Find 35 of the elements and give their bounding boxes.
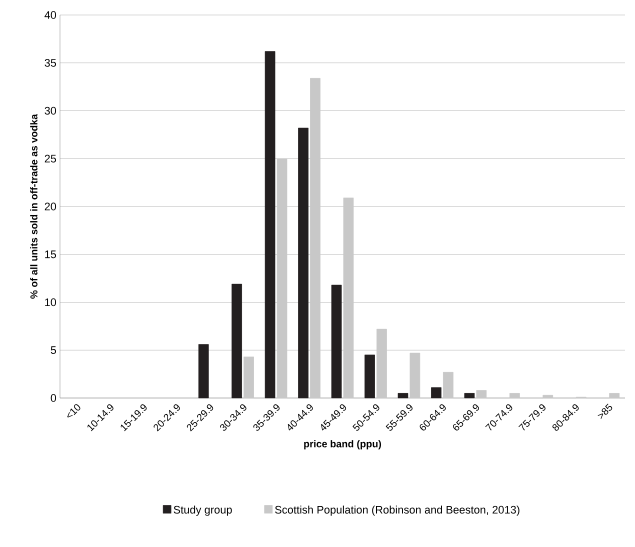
bar	[232, 284, 242, 398]
y-tick-label: 10	[45, 298, 56, 306]
y-tick-label: 25	[44, 154, 56, 163]
y-tick-label: 0	[50, 394, 56, 402]
bar	[244, 356, 254, 398]
bar	[310, 78, 320, 398]
legend-label: Scottish Population (Robinson and Beeston, 2013)	[275, 506, 520, 516]
x-tick-label: <10	[67, 404, 80, 418]
bar	[410, 352, 420, 398]
bar	[509, 393, 520, 398]
bar	[431, 387, 442, 398]
y-tick-label: 40	[44, 11, 56, 19]
y-tick-label: 35	[44, 59, 56, 67]
x-axis-title: price band (ppu)	[304, 440, 382, 450]
bar	[542, 394, 554, 398]
y-tick-label: 20	[44, 202, 56, 210]
bar	[343, 198, 354, 398]
legend-label: Study group	[174, 506, 232, 516]
bar	[464, 393, 475, 398]
bar	[609, 393, 620, 398]
bar	[331, 284, 342, 398]
bar	[443, 372, 454, 398]
bar	[264, 51, 276, 398]
bar	[364, 354, 375, 398]
y-tick-label: 5	[50, 346, 56, 354]
bar	[398, 393, 408, 398]
y-tick-label: 15	[45, 250, 56, 258]
bar	[476, 390, 487, 398]
y-tick-label: 30	[44, 106, 56, 115]
bar	[376, 328, 387, 398]
bar	[198, 344, 209, 398]
bar	[298, 128, 308, 398]
bar	[276, 158, 288, 398]
y-axis-title: % of all units sold in off-trade as vodka	[30, 114, 38, 299]
x-tick-label: >85	[598, 404, 612, 419]
